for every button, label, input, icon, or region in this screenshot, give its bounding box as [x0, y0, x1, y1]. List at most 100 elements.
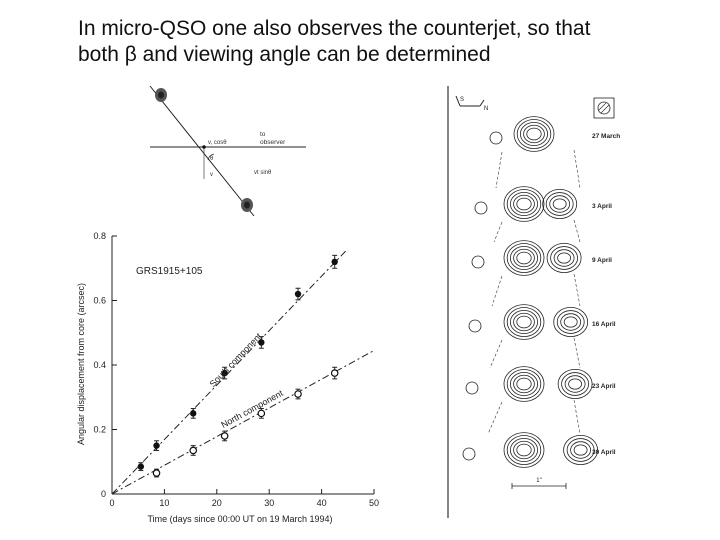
tracking-line: [573, 399, 581, 435]
contour-ring: [513, 312, 535, 332]
x-tick-label: 10: [159, 498, 169, 508]
contour-ring: [516, 377, 532, 391]
epoch-label: 9 April: [592, 257, 612, 264]
contour-ring: [516, 315, 532, 329]
tracking-line: [491, 275, 503, 307]
contour-ring: [513, 194, 535, 214]
counterjet-blob: [465, 381, 479, 395]
data-point-south: [221, 369, 228, 377]
contour-ring: [570, 441, 592, 459]
epoch-label: 3 April: [592, 203, 612, 210]
slide-title-line-2: both β and viewing angle can be determin…: [78, 43, 491, 66]
x-tick-label: 50: [369, 498, 379, 508]
contour-ring: [552, 198, 567, 210]
tracking-line: [487, 401, 503, 435]
contour-ring: [513, 116, 555, 152]
contour-ring: [556, 310, 585, 334]
epoch-label: 27 March: [592, 133, 620, 140]
contour-ring: [520, 121, 549, 147]
contour-ring: [526, 127, 542, 141]
contour-ring: [549, 195, 571, 213]
y-axis-label: Angular displacement from core (arcsec): [76, 283, 86, 445]
tracking-line: [573, 219, 581, 243]
contour-ring: [573, 444, 588, 456]
data-point-north: [152, 469, 161, 477]
x-tick-label: 40: [317, 498, 327, 508]
data-point-south: [258, 339, 265, 346]
contour-ring: [513, 248, 535, 268]
v-label: v: [210, 172, 213, 178]
compass-north: N: [484, 106, 488, 112]
contour-ring: [510, 371, 539, 397]
x-tick-label: 20: [212, 498, 222, 508]
contour-ring: [516, 197, 532, 211]
radio-contour-sequence: S N 27 March 3 April 9 April 16 April 23 Apr…: [446, 86, 632, 518]
contour-ring: [510, 245, 539, 271]
theta-label: θ: [210, 156, 214, 162]
contour-ring: [503, 304, 545, 340]
y-tick-label: 0: [101, 489, 106, 499]
contour-ring: [561, 372, 590, 396]
tracking-line: [573, 149, 581, 189]
contour-ring: [506, 307, 542, 337]
contour-ring: [550, 246, 578, 270]
y-tick-label: 0.4: [93, 360, 106, 370]
fit-line: [111, 248, 349, 495]
tracking-line: [573, 273, 581, 307]
counterjet-blob: [489, 131, 503, 145]
contour-ring: [546, 242, 582, 273]
contour-ring: [506, 435, 542, 465]
to-label: to: [260, 131, 266, 138]
counterjet-blob: [471, 255, 485, 269]
contour-ring: [523, 124, 545, 144]
north-component-label: North component: [219, 388, 285, 430]
chart-title: GRS1915+105: [136, 266, 203, 277]
contour-ring: [510, 437, 539, 463]
slide-title: In micro-QSO one also observes the count…: [78, 16, 708, 68]
y-tick-label: 0.6: [93, 296, 106, 306]
contour-ring: [506, 369, 542, 399]
scale-label: 1": [536, 478, 541, 484]
data-point-north: [294, 390, 302, 398]
data-point-south: [137, 463, 145, 470]
x-tick-label: 30: [264, 498, 274, 508]
y-tick-label: 0.8: [93, 232, 106, 241]
contour-ring: [510, 309, 539, 335]
contour-ring: [516, 251, 532, 265]
epoch-label: 16 April: [592, 321, 616, 328]
contour-ring: [545, 192, 574, 216]
contour-ring: [553, 306, 589, 337]
contour-ring: [563, 434, 599, 465]
contour-ring: [557, 368, 593, 399]
contour-ring: [506, 243, 542, 273]
contour-ring: [560, 313, 582, 331]
beam-icon: [597, 101, 611, 115]
proper-motion-chart: 0 10 20 30 40 50 0 0.2 0.4 0.6 0.8 South componentN…: [76, 232, 379, 524]
counterjet-blob: [474, 201, 488, 215]
contour-ring: [503, 432, 545, 468]
contour-ring: [506, 189, 542, 219]
data-point-south: [190, 410, 197, 417]
tracking-line: [495, 151, 503, 189]
data-point-south: [153, 442, 160, 449]
contour-ring: [516, 119, 552, 149]
tracking-line: [493, 221, 503, 243]
data-point-north: [189, 446, 198, 455]
slide-title-line-1: In micro-QSO one also observes the count…: [78, 17, 591, 40]
contour-ring: [557, 252, 571, 264]
contour-ring: [542, 189, 578, 220]
data-point-south: [294, 290, 302, 298]
contour-ring: [566, 438, 595, 462]
data-point-north: [330, 369, 339, 377]
contour-ring: [503, 366, 545, 402]
tracking-line: [489, 339, 503, 369]
beam-box: [593, 97, 615, 119]
contour-ring: [516, 443, 532, 457]
counterjet-blob: [468, 319, 482, 333]
contour-ring: [564, 375, 586, 393]
compass-south: S: [460, 97, 464, 103]
contour-ring: [553, 249, 575, 267]
contour-ring: [568, 378, 583, 390]
contour-ring: [513, 440, 535, 460]
contour-ring: [503, 240, 545, 276]
